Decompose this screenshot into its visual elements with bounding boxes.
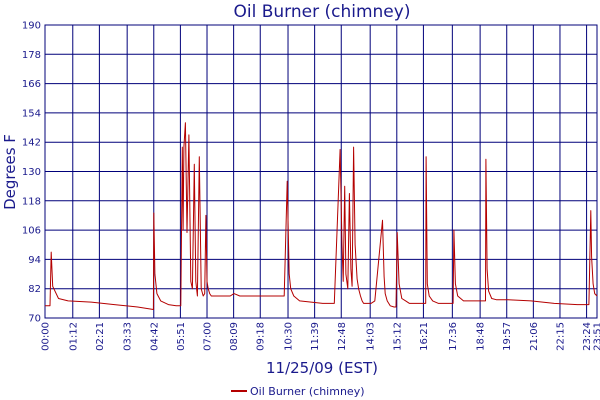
- x-tick-label: 07:00: [203, 322, 214, 351]
- x-tick-label: 18:48: [476, 322, 487, 351]
- y-tick-label: 154: [22, 108, 41, 119]
- x-tick-label: 11:39: [310, 322, 321, 351]
- x-tick-label: 12:48: [337, 322, 348, 351]
- y-tick-label: 94: [28, 255, 41, 266]
- y-tick-label: 130: [22, 167, 41, 178]
- y-tick-label: 118: [22, 196, 41, 207]
- y-tick-label: 166: [22, 79, 41, 90]
- legend: Oil Burner (chimney): [231, 385, 365, 398]
- x-tick-label: 04:42: [149, 322, 160, 351]
- x-tick-labels: 00:00 01:12 02:21 03:33 04:42 05:51 07:00 08:09…: [41, 322, 600, 351]
- x-tick-label: 01:12: [68, 322, 79, 351]
- x-tick-label: 23:24: [582, 322, 593, 351]
- x-tick-label: 14:03: [366, 322, 377, 351]
- y-tick-label: 82: [28, 284, 41, 295]
- x-tick-label: 10:30: [284, 322, 295, 351]
- y-tick-label: 106: [22, 226, 41, 237]
- x-tick-label: 17:36: [448, 322, 459, 351]
- x-tick-label: 16:21: [419, 322, 430, 351]
- x-tick-label: 19:57: [502, 322, 513, 351]
- series-line-oil-burner: [45, 122, 598, 310]
- y-tick-label: 190: [22, 21, 41, 32]
- x-tick-label: 09:18: [256, 322, 267, 351]
- x-tick-label: 02:21: [95, 322, 106, 351]
- x-tick-label: 22:15: [555, 322, 566, 351]
- y-tick-label: 70: [28, 314, 41, 325]
- y-tick-label: 178: [22, 50, 41, 61]
- x-tick-label: 00:00: [41, 322, 52, 351]
- y-axis-title: Degrees F: [1, 134, 19, 210]
- y-tick-labels: 70 82 94 106 118 130 142 154 166 178 190: [22, 21, 41, 325]
- series-lines: [45, 122, 598, 310]
- x-tick-label: 03:33: [123, 322, 134, 351]
- x-tick-label: 08:09: [229, 322, 240, 351]
- x-tick-label: 23:51: [593, 322, 600, 351]
- x-tick-label: 05:51: [176, 322, 187, 351]
- x-tick-label: 15:12: [392, 322, 403, 351]
- x-axis-title: 11/25/09 (EST): [266, 359, 378, 377]
- x-tick-label: 21:06: [529, 322, 540, 351]
- y-tick-label: 142: [22, 138, 41, 149]
- legend-label: Oil Burner (chimney): [250, 385, 365, 398]
- chart-title: Oil Burner (chimney): [234, 2, 411, 22]
- grid-lines: [45, 25, 597, 318]
